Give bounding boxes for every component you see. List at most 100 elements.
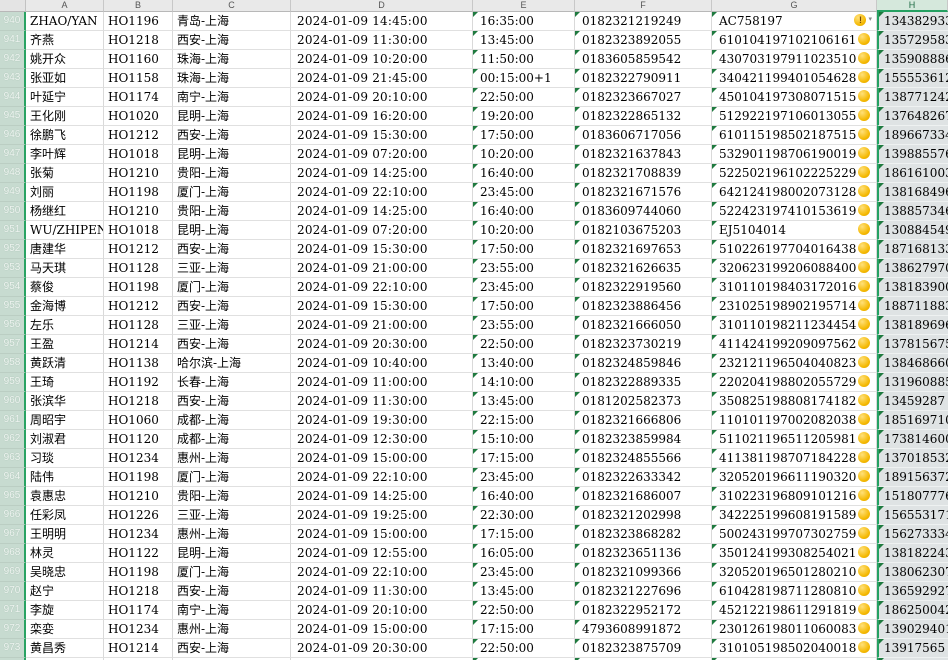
- row-number[interactable]: 970: [0, 582, 26, 601]
- error-warning-icon[interactable]: [858, 603, 872, 615]
- warning-ball-icon[interactable]: [858, 394, 870, 406]
- cell-route[interactable]: 西安-上海: [173, 240, 291, 259]
- cell-flight-number[interactable]: HO1218: [104, 582, 173, 601]
- cell-ticket-number[interactable]: 0182324859846: [575, 354, 712, 373]
- error-warning-icon[interactable]: [858, 413, 872, 425]
- cell-departure-datetime[interactable]: 2024-01-09 10:20:00: [291, 50, 473, 69]
- cell-route[interactable]: 惠州-上海: [173, 525, 291, 544]
- cell-arrival-time[interactable]: 17:50:00: [473, 297, 575, 316]
- cell-id-number[interactable]: 511021196511205981: [712, 430, 877, 449]
- warning-ball-icon[interactable]: [858, 508, 870, 520]
- error-warning-icon[interactable]: [858, 223, 872, 235]
- warning-ball-icon[interactable]: [858, 242, 870, 254]
- cell-phone-number[interactable]: 138062307: [877, 563, 948, 582]
- cell-ticket-number[interactable]: 0182321666806: [575, 411, 712, 430]
- cell-departure-datetime[interactable]: 2024-01-09 20:30:00: [291, 335, 473, 354]
- warning-dropdown-icon[interactable]: ▾: [868, 16, 872, 23]
- cell-arrival-time[interactable]: 22:30:00: [473, 506, 575, 525]
- cell-route[interactable]: 三亚-上海: [173, 316, 291, 335]
- cell-phone-number[interactable]: 185169710: [877, 411, 948, 430]
- warning-ball-icon[interactable]: [858, 147, 870, 159]
- row-number[interactable]: 947: [0, 145, 26, 164]
- cell-passenger-name[interactable]: 叶延宁: [26, 88, 104, 107]
- cell-ticket-number[interactable]: 0182323886456: [575, 297, 712, 316]
- cell-arrival-time[interactable]: 17:15:00: [473, 620, 575, 639]
- warning-ball-icon[interactable]: [858, 356, 870, 368]
- cell-ticket-number[interactable]: 0183609744060: [575, 202, 712, 221]
- cell-phone-number[interactable]: [877, 658, 948, 660]
- cell-passenger-name[interactable]: 马天琪: [26, 259, 104, 278]
- cell-departure-datetime[interactable]: 2024-01-09 22:10:00: [291, 468, 473, 487]
- cell-departure-datetime[interactable]: 2024-01-09 11:30:00: [291, 31, 473, 50]
- error-warning-icon[interactable]: [858, 546, 872, 558]
- cell-departure-datetime[interactable]: 2024-01-09 14:25:00: [291, 164, 473, 183]
- cell-phone-number[interactable]: 138627970: [877, 259, 948, 278]
- cell-route[interactable]: 三亚-上海: [173, 506, 291, 525]
- warning-ball-icon[interactable]: [858, 318, 870, 330]
- error-warning-icon[interactable]: ! ▾: [854, 14, 872, 26]
- cell-passenger-name[interactable]: 姚开众: [26, 50, 104, 69]
- cell-id-number[interactable]: 610115198502187515: [712, 126, 877, 145]
- row-number[interactable]: 954: [0, 278, 26, 297]
- cell-route[interactable]: 厦门-上海: [173, 563, 291, 582]
- row-number[interactable]: 945: [0, 107, 26, 126]
- cell-phone-number[interactable]: 186161003: [877, 164, 948, 183]
- cell-flight-number[interactable]: HO1214: [104, 335, 173, 354]
- error-warning-icon[interactable]: [858, 33, 872, 45]
- cell-phone-number[interactable]: 156273334: [877, 525, 948, 544]
- warning-ball-icon[interactable]: [858, 109, 870, 121]
- warning-ball-icon[interactable]: [858, 641, 870, 653]
- cell-departure-datetime[interactable]: 2024-01-09 15:00:00: [291, 525, 473, 544]
- cell-id-number[interactable]: 320520196611190320: [712, 468, 877, 487]
- cell-phone-number[interactable]: 131960885: [877, 373, 948, 392]
- warning-ball-icon[interactable]: [858, 470, 870, 482]
- error-warning-icon[interactable]: [858, 242, 872, 254]
- cell-ticket-number[interactable]: 0182323892055: [575, 31, 712, 50]
- cell-route[interactable]: 西安-上海: [173, 126, 291, 145]
- cell-passenger-name[interactable]: 齐燕: [26, 31, 104, 50]
- cell-passenger-name[interactable]: 任彩凤: [26, 506, 104, 525]
- row-number[interactable]: 956: [0, 316, 26, 335]
- cell-id-number[interactable]: 642124198002073128: [712, 183, 877, 202]
- cell-ticket-number[interactable]: 0182321626635: [575, 259, 712, 278]
- cell-departure-datetime[interactable]: 2024-01-09 14:45:00: [291, 12, 473, 31]
- cell-ticket-number[interactable]: 0182323730219: [575, 335, 712, 354]
- cell-ticket-number[interactable]: 0183605859542: [575, 50, 712, 69]
- cell-ticket-number[interactable]: 0182321227696: [575, 582, 712, 601]
- cell-id-number[interactable]: 320520196501280210: [712, 563, 877, 582]
- error-warning-icon[interactable]: [858, 90, 872, 102]
- warning-ball-icon[interactable]: [858, 33, 870, 45]
- row-number[interactable]: 961: [0, 411, 26, 430]
- row-number[interactable]: 941: [0, 31, 26, 50]
- error-warning-icon[interactable]: [858, 565, 872, 577]
- error-warning-icon[interactable]: [858, 622, 872, 634]
- cell-route[interactable]: 西安-上海: [173, 335, 291, 354]
- cell-flight-number[interactable]: HO1226: [104, 506, 173, 525]
- cell-departure-datetime[interactable]: 2024-01-09 11:30:00: [291, 392, 473, 411]
- column-header-A[interactable]: A: [26, 0, 104, 12]
- cell-departure-datetime[interactable]: 2024-01-09 20:10:00: [291, 88, 473, 107]
- row-number[interactable]: 968: [0, 544, 26, 563]
- warning-ball-icon[interactable]: [858, 451, 870, 463]
- cell-id-number[interactable]: 310110198211234454: [712, 316, 877, 335]
- cell-id-number[interactable]: EJ5104014: [712, 221, 877, 240]
- cell-passenger-name[interactable]: 刘丽: [26, 183, 104, 202]
- cell-arrival-time[interactable]: 10:20:00: [473, 145, 575, 164]
- cell-ticket-number[interactable]: 0182323859984: [575, 430, 712, 449]
- cell-departure-datetime[interactable]: 2024-01-09 15:00:00: [291, 620, 473, 639]
- cell-id-number[interactable]: 342225199608191589: [712, 506, 877, 525]
- cell-id-number[interactable]: 500243199707302759: [712, 525, 877, 544]
- cell-id-number[interactable]: 512922197106013055: [712, 107, 877, 126]
- cell-passenger-name[interactable]: 张亚如: [26, 69, 104, 88]
- row-number[interactable]: 963: [0, 449, 26, 468]
- error-warning-icon[interactable]: [858, 185, 872, 197]
- cell-phone-number[interactable]: 173814600: [877, 430, 948, 449]
- cell-departure-datetime[interactable]: 2024-01-09 12:55:00: [291, 544, 473, 563]
- cell-passenger-name[interactable]: 徐鹏飞: [26, 126, 104, 145]
- warning-ball-icon[interactable]: [858, 546, 870, 558]
- cell-flight-number[interactable]: HO1198: [104, 563, 173, 582]
- cell-departure-datetime[interactable]: 2024-01-09 10:40:00: [291, 354, 473, 373]
- cell-route[interactable]: 惠州-上海: [173, 449, 291, 468]
- cell-departure-datetime[interactable]: 2024-01-09 11:00:00: [291, 373, 473, 392]
- cell-departure-datetime[interactable]: 2024-01-09 15:30:00: [291, 126, 473, 145]
